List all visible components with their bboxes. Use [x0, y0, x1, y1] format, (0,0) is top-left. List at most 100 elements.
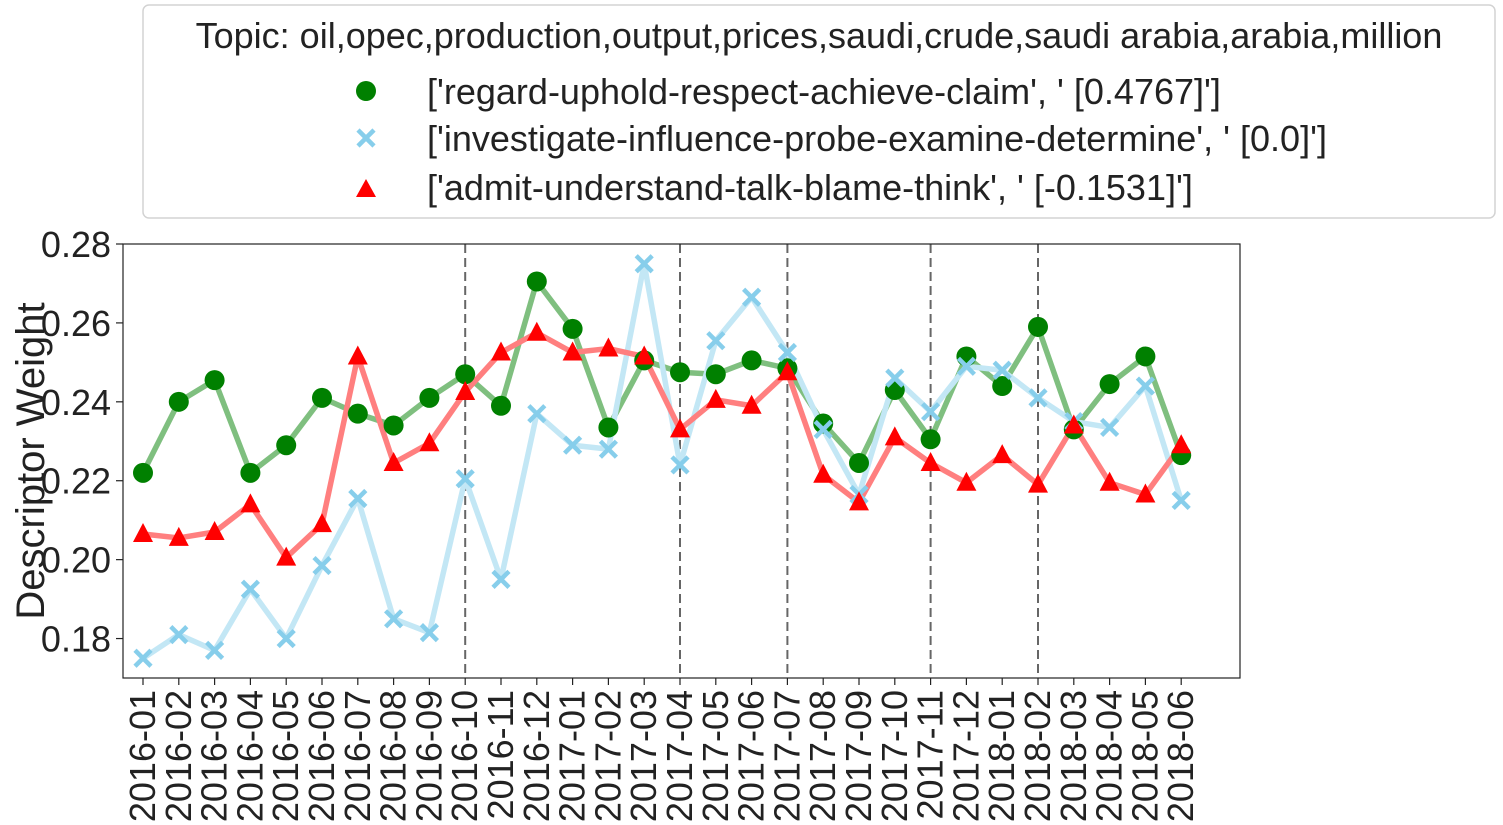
data-point-2-2018-06 — [1171, 434, 1192, 454]
data-point-1-2016-11 — [491, 569, 511, 589]
x-tick-label: 2018-06 — [1160, 690, 1201, 822]
data-point-1-2017-11 — [921, 402, 941, 422]
x-tick-label: 2017-11 — [910, 690, 951, 819]
data-point-1-2017-07 — [777, 342, 797, 363]
x-tick-label: 2016-11 — [480, 690, 521, 819]
data-point-0-2016-04 — [240, 462, 261, 483]
legend-label-0: ['regard-uphold-respect-achieve-claim', … — [427, 71, 1221, 112]
data-point-2-2016-06 — [312, 513, 332, 533]
legend: Topic: oil,opec,production,output,prices… — [142, 4, 1496, 219]
data-point-0-2016-06 — [312, 387, 332, 408]
legend-entry-0: ['regard-uphold-respect-achieve-claim', … — [356, 71, 1221, 112]
x-tick-label: 2017-09 — [838, 690, 879, 822]
x-tick-label: 2016-12 — [516, 690, 557, 822]
data-point-0-2017-04 — [670, 362, 690, 383]
x-tick-label: 2016-09 — [408, 690, 449, 822]
x-tick-label: 2017-02 — [587, 690, 628, 822]
x-tick-label: 2018-01 — [981, 690, 1022, 822]
data-point-0-2017-01 — [562, 318, 583, 339]
legend-entry-1: ['investigate-influence-probe-examine-de… — [356, 118, 1327, 159]
y-tick-label: 0.26 — [41, 303, 111, 344]
data-point-1-2016-06 — [312, 555, 332, 576]
data-point-1-2018-04 — [1100, 417, 1120, 438]
data-point-1-2017-08 — [813, 419, 833, 440]
legend-marker-circle-icon — [356, 81, 376, 101]
legend-title: Topic: oil,opec,production,output,prices… — [196, 15, 1443, 56]
x-tick-label: 2018-05 — [1124, 690, 1165, 822]
data-point-0-2017-02 — [598, 417, 619, 438]
x-tick-label: 2016-06 — [301, 690, 342, 822]
data-point-0-2017-09 — [849, 452, 869, 473]
data-point-1-2016-03 — [205, 640, 225, 660]
data-point-0-2017-05 — [705, 364, 726, 385]
data-point-0-2016-12 — [526, 271, 547, 292]
data-point-2-2017-02 — [598, 337, 619, 357]
plot-area: 0.180.200.220.240.260.28 2016-012016-022… — [41, 224, 1241, 822]
data-point-2-2018-02 — [1028, 473, 1048, 493]
data-point-1-2017-02 — [598, 439, 618, 459]
data-point-2-2016-12 — [526, 321, 547, 341]
data-point-2-2018-04 — [1099, 471, 1120, 491]
data-point-2-2018-05 — [1135, 483, 1156, 503]
x-tick-label: 2017-03 — [623, 690, 664, 822]
data-point-0-2016-09 — [419, 387, 440, 408]
x-tick-label: 2016-08 — [373, 690, 414, 822]
legend-marker-x-icon — [356, 128, 376, 148]
data-point-2-2016-11 — [491, 341, 511, 361]
x-tick-label: 2016-10 — [444, 690, 485, 822]
legend-entry-2: ['admit-understand-talk-blame-think', ' … — [356, 167, 1193, 208]
data-point-0-2016-11 — [491, 395, 511, 416]
data-point-0-2018-04 — [1099, 374, 1120, 395]
y-tick-label: 0.18 — [41, 619, 111, 660]
data-point-0-2018-01 — [992, 376, 1013, 397]
x-tick-label: 2016-07 — [337, 690, 378, 822]
y-tick-label: 0.20 — [41, 540, 111, 581]
legend-marker-triangle-icon — [356, 179, 376, 197]
data-point-1-2016-02 — [169, 625, 189, 645]
y-tick-label: 0.22 — [41, 461, 111, 502]
data-point-2-2017-01 — [562, 341, 583, 361]
x-tick-label: 2016-02 — [158, 690, 199, 822]
legend-label-1: ['investigate-influence-probe-examine-de… — [427, 118, 1327, 159]
data-point-2-2017-05 — [705, 388, 726, 408]
data-point-1-2017-01 — [563, 435, 583, 455]
x-tick-label: 2017-10 — [874, 690, 915, 822]
data-point-0-2017-08 — [813, 413, 834, 434]
data-point-1-2018-05 — [1135, 376, 1155, 396]
data-point-1-2016-05 — [276, 628, 296, 649]
data-point-0-2016-02 — [168, 391, 189, 412]
x-tick-label: 2016-01 — [122, 690, 163, 822]
data-point-2-2016-01 — [133, 522, 153, 542]
data-point-2-2017-07 — [777, 361, 798, 381]
data-point-2-2016-02 — [168, 526, 189, 546]
x-tick-label: 2017-05 — [695, 690, 736, 822]
data-point-2-2016-04 — [240, 493, 261, 513]
data-point-2-2017-06 — [741, 394, 762, 414]
y-tick-label: 0.28 — [41, 224, 111, 265]
data-point-0-2018-02 — [1028, 316, 1048, 337]
y-axis-ticks: 0.18 0.20 0.22 0.24 0.26 0.28 — [41, 224, 123, 660]
data-point-2-2016-03 — [204, 521, 225, 541]
x-tick-label: 2017-07 — [766, 690, 807, 822]
x-tick-label: 2018-04 — [1089, 690, 1130, 822]
series-line-1 — [141, 260, 1184, 661]
data-point-0-2017-11 — [920, 429, 941, 450]
data-point-1-2017-04 — [670, 455, 690, 475]
data-point-2-2017-10 — [884, 426, 905, 446]
data-point-1-2017-03 — [634, 254, 654, 274]
data-point-2-2017-11 — [920, 451, 941, 471]
x-tick-label: 2016-03 — [194, 690, 235, 822]
data-point-1-2018-06 — [1171, 490, 1191, 511]
legend-frame — [142, 4, 1496, 219]
data-point-2-2017-08 — [813, 463, 834, 483]
data-point-1-2018-02 — [1028, 388, 1048, 408]
vertical-reference-lines — [464, 244, 1039, 678]
data-point-0-2017-06 — [741, 350, 762, 371]
x-tick-label: 2017-01 — [552, 690, 593, 822]
data-point-0-2016-07 — [347, 403, 368, 424]
data-point-0-2016-03 — [204, 370, 225, 391]
data-point-2-2017-12 — [956, 471, 977, 491]
data-point-2-2016-05 — [276, 546, 297, 566]
data-point-2-2017-04 — [670, 418, 690, 438]
x-axis-ticks: 2016-012016-022016-032016-042016-052016-… — [122, 678, 1201, 822]
